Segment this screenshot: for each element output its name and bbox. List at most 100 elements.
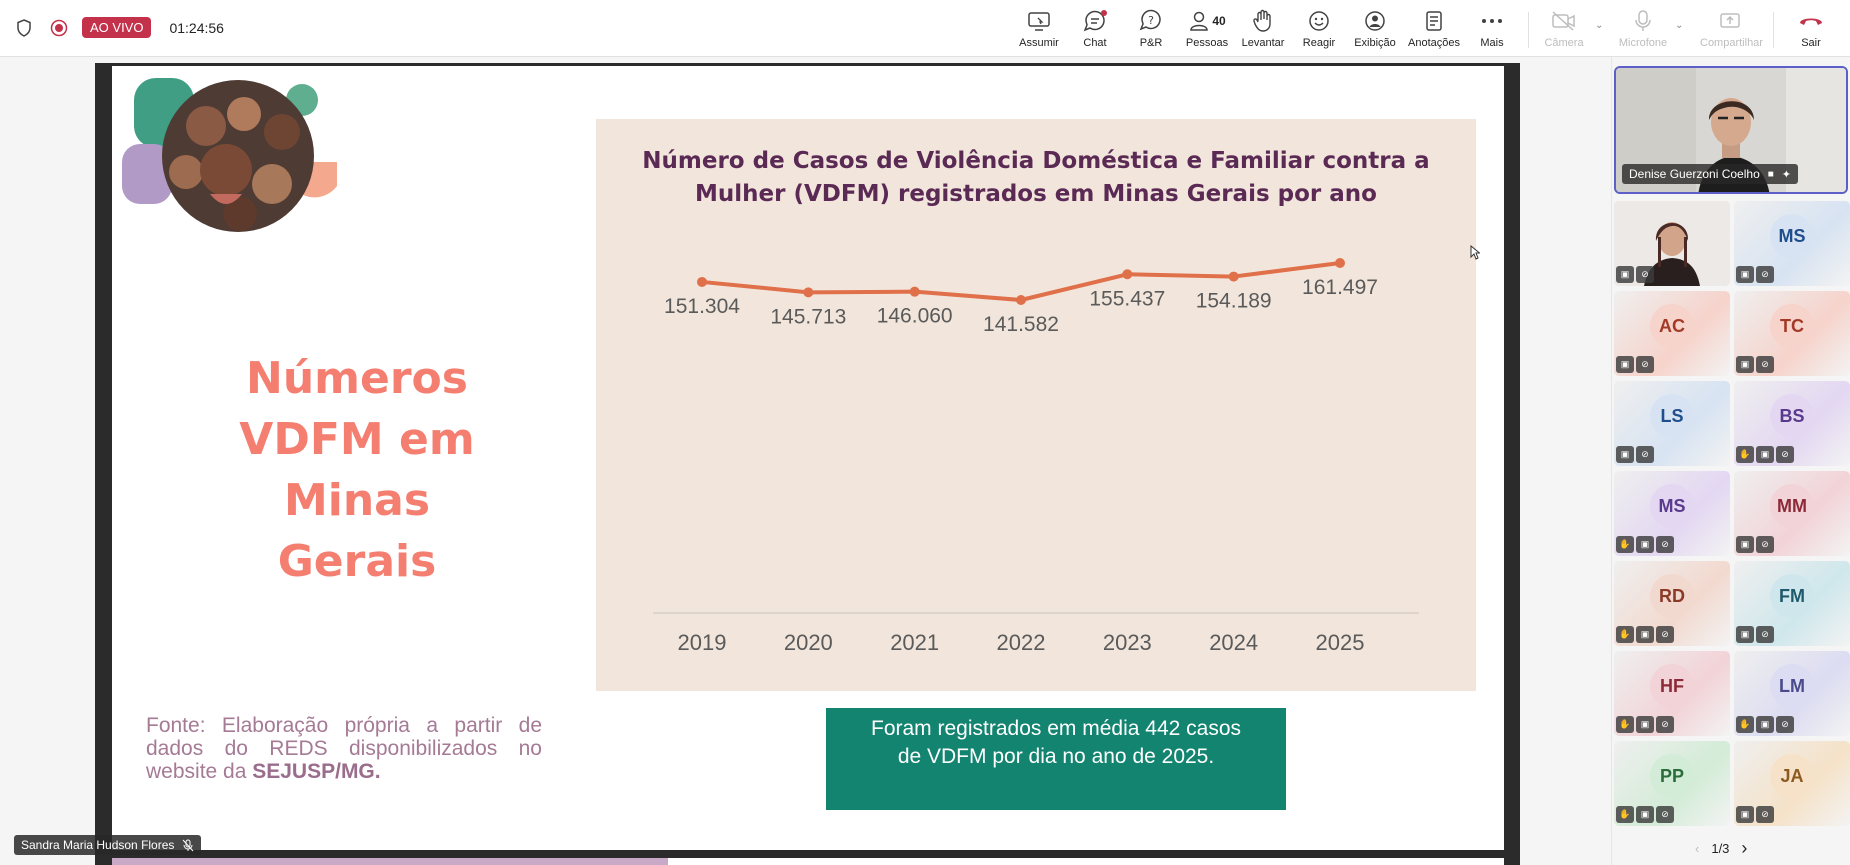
leave-label: Sair — [1801, 37, 1821, 49]
avatar: MS — [1650, 484, 1694, 528]
camera-off-icon: ▣ — [1756, 716, 1774, 733]
presentation-slide: Números VDFM em Minas Gerais Número de C… — [112, 66, 1504, 850]
microphone-label: Microfone — [1618, 37, 1668, 49]
participant-tile[interactable]: TC ▣ ⊘ — [1734, 291, 1850, 376]
featured-participant-tile[interactable]: Denise Guerzoni Coelho ■ ✦ — [1614, 66, 1848, 194]
camera-icon: ■ — [1767, 168, 1774, 180]
meeting-toolbar: AO VIVO 01:24:56 Assumir Chat ? P&R 40 P… — [0, 0, 1850, 57]
hand-icon: ✋ — [1616, 806, 1634, 823]
hand-icon: ✋ — [1616, 536, 1634, 553]
hand-icon: ✋ — [1616, 626, 1634, 643]
view-button[interactable]: Exibição — [1345, 8, 1405, 49]
daily-average-callout: Foram registrados em média 442 casos de … — [826, 708, 1286, 810]
participant-tile[interactable]: PP ✋ ▣ ⊘ — [1614, 741, 1730, 826]
microphone-button[interactable]: Microfone — [1613, 8, 1673, 49]
camera-off-icon: ▣ — [1756, 446, 1774, 463]
react-button[interactable]: Reagir — [1289, 8, 1349, 49]
tile-status-icons: ▣ ⊘ — [1616, 446, 1654, 463]
mic-off-icon: ⊘ — [1756, 626, 1774, 643]
mic-off-icon: ⊘ — [1776, 716, 1794, 733]
meeting-status: AO VIVO 01:24:56 — [16, 17, 224, 38]
data-label: 145.713 — [770, 305, 846, 328]
people-button[interactable]: 40 Pessoas — [1177, 8, 1237, 49]
participant-tile[interactable]: LS ▣ ⊘ — [1614, 381, 1730, 466]
participant-tile[interactable]: RD ✋ ▣ ⊘ — [1614, 561, 1730, 646]
camera-off-icon: ▣ — [1616, 266, 1634, 283]
participant-tile[interactable]: MS ▣ ⊘ — [1734, 201, 1850, 286]
shield-icon — [17, 18, 31, 37]
participant-pager: ‹ 1/3 › — [1695, 838, 1747, 859]
slide-title-line: Minas — [283, 475, 431, 526]
tile-status-icons: ✋ ▣ ⊘ — [1616, 716, 1674, 733]
x-tick-label: 2021 — [890, 630, 939, 655]
participant-tile[interactable]: ▣ ⊘ — [1614, 201, 1730, 286]
mic-off-icon: ⊘ — [1776, 446, 1794, 463]
tile-status-icons: ▣ ⊘ — [1736, 266, 1774, 283]
share-button[interactable]: Compartilhar — [1700, 8, 1763, 49]
camera-off-icon: ▣ — [1736, 536, 1754, 553]
data-point — [803, 287, 814, 298]
mic-off-icon: ⊘ — [1656, 716, 1674, 733]
participant-tile[interactable]: LM ✋ ▣ ⊘ — [1734, 651, 1850, 736]
avatar: AC — [1650, 304, 1694, 348]
participant-tile[interactable]: JA ▣ ⊘ — [1734, 741, 1850, 826]
chat-button[interactable]: Chat — [1065, 8, 1125, 49]
previous-page-chevron-left-icon[interactable]: ‹ — [1695, 841, 1700, 856]
mic-off-icon: ⊘ — [1636, 446, 1654, 463]
people-label: Pessoas — [1185, 37, 1229, 49]
mic-options-chevron-down-icon[interactable]: ⌄ — [1675, 20, 1684, 31]
camera-off-icon: ▣ — [1736, 356, 1754, 373]
avatar: TC — [1770, 304, 1814, 348]
next-page-chevron-right-icon[interactable]: › — [1741, 838, 1748, 858]
qna-button[interactable]: ? P&R — [1121, 8, 1181, 49]
tile-status-icons: ✋ ▣ ⊘ — [1616, 626, 1674, 643]
take-control-button[interactable]: Assumir — [1009, 8, 1069, 49]
x-tick-label: 2024 — [1209, 630, 1258, 655]
participant-tile[interactable]: MS ✋ ▣ ⊘ — [1614, 471, 1730, 556]
leave-button[interactable]: Sair — [1781, 8, 1841, 49]
presenter-name: Sandra Maria Hudson Flores — [21, 838, 175, 852]
participant-tile[interactable]: FM ▣ ⊘ — [1734, 561, 1850, 646]
hand-icon: ✋ — [1736, 716, 1754, 733]
take-control-label: Assumir — [1019, 37, 1059, 49]
participant-tile[interactable]: BS ✋ ▣ ⊘ — [1734, 381, 1850, 466]
mic-off-icon: ⊘ — [1656, 806, 1674, 823]
tile-status-icons: ▣ ⊘ — [1736, 806, 1774, 823]
tile-status-icons: ▣ ⊘ — [1736, 536, 1774, 553]
raise-hand-button[interactable]: Levantar — [1233, 8, 1293, 49]
camera-off-icon: ▣ — [1616, 356, 1634, 373]
mic-off-icon: ⊘ — [1656, 536, 1674, 553]
more-icon — [1482, 19, 1502, 23]
avatar: RD — [1650, 574, 1694, 618]
data-point — [1228, 271, 1239, 282]
camera-button[interactable]: Câmera — [1534, 8, 1594, 49]
toolbar-divider — [1773, 12, 1774, 48]
camera-off-icon: ▣ — [1636, 716, 1654, 733]
pin-icon[interactable]: ✦ — [1781, 168, 1792, 181]
participant-tile[interactable]: AC ▣ ⊘ — [1614, 291, 1730, 376]
data-label: 161.497 — [1302, 276, 1378, 299]
mic-off-icon: ⊘ — [1756, 806, 1774, 823]
camera-off-icon: ▣ — [1736, 806, 1754, 823]
camera-options-chevron-down-icon[interactable]: ⌄ — [1595, 20, 1604, 31]
qna-icon: ? — [1139, 9, 1161, 31]
notes-icon — [1426, 11, 1442, 31]
raise-hand-icon — [1253, 9, 1271, 32]
more-button[interactable]: Mais — [1462, 8, 1522, 49]
slide-decorative-photo — [122, 74, 352, 234]
raise-hand-label: Levantar — [1241, 37, 1285, 49]
notes-button[interactable]: Anotações — [1404, 8, 1464, 49]
participant-tile[interactable]: HF ✋ ▣ ⊘ — [1614, 651, 1730, 736]
participant-tile[interactable]: MM ▣ ⊘ — [1734, 471, 1850, 556]
svg-text:?: ? — [1148, 14, 1154, 27]
tile-status-icons: ✋ ▣ ⊘ — [1616, 536, 1674, 553]
tile-status-icons: ▣ ⊘ — [1616, 266, 1654, 283]
qna-label: P&R — [1139, 37, 1163, 49]
chat-icon — [1083, 10, 1107, 32]
mic-off-icon: ⊘ — [1756, 356, 1774, 373]
source-note: Fonte: Elaboração própria a partir de da… — [146, 714, 542, 783]
hand-icon: ✋ — [1616, 716, 1634, 733]
leave-call-icon — [1800, 18, 1822, 25]
next-slide-peek — [112, 858, 1504, 865]
chat-label: Chat — [1083, 37, 1107, 49]
